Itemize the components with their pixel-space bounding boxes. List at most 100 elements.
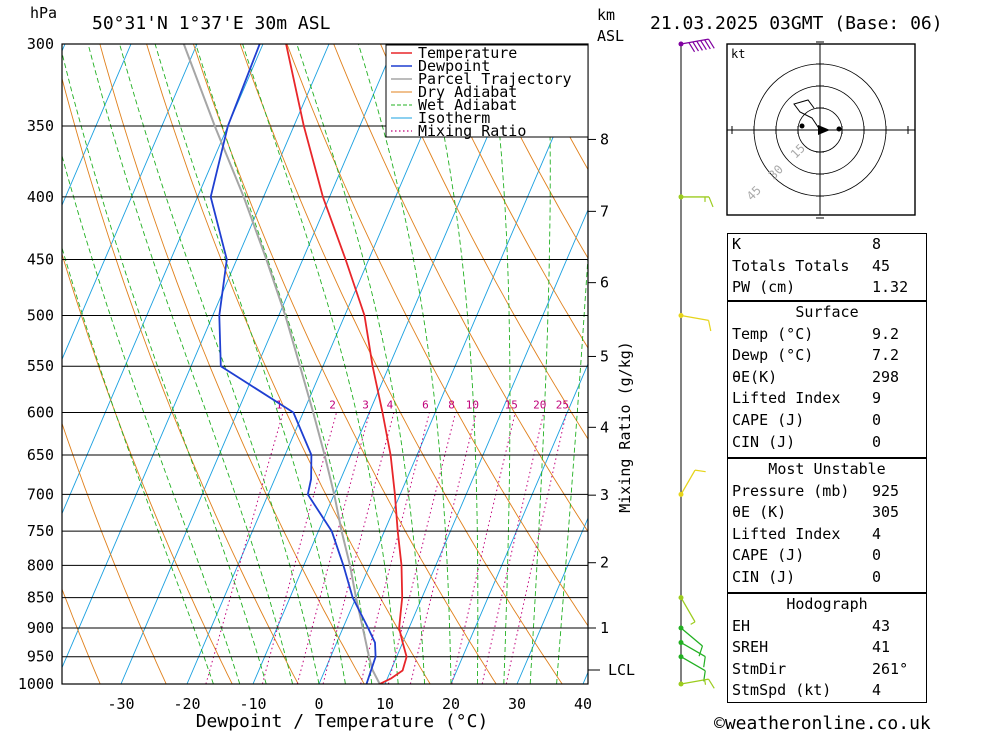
isotherm-line bbox=[62, 44, 198, 361]
wind-level-dot bbox=[678, 595, 684, 601]
isotherm-line bbox=[62, 44, 132, 207]
wind-barb-shaft bbox=[680, 469, 696, 495]
dry-adiabat-line bbox=[99, 44, 365, 684]
temperature-tick-label: 10 bbox=[376, 695, 394, 713]
x-axis-title: Dewpoint / Temperature (°C) bbox=[196, 711, 489, 732]
wind-level-dot bbox=[678, 41, 684, 47]
wind-level-dot bbox=[678, 681, 684, 687]
km-tick-marks bbox=[588, 138, 596, 629]
index-value: 1.32 bbox=[872, 278, 909, 297]
mixing-ratio-label: 6 bbox=[422, 398, 429, 411]
wind-level-dot bbox=[678, 491, 684, 497]
mu-cin-row: CIN (J) 0 bbox=[728, 567, 926, 589]
wet-adiabat-line bbox=[87, 44, 294, 684]
wind-barb-shaft bbox=[680, 597, 696, 623]
mu-li-value: 4 bbox=[872, 524, 882, 543]
mixing-ratio-line bbox=[205, 412, 284, 684]
pressure-tick-label: 750 bbox=[27, 522, 54, 540]
hodo-stmspd-value: 4 bbox=[872, 681, 882, 700]
wind-barb-shaft bbox=[680, 627, 703, 647]
pressure-tick-label: 900 bbox=[27, 619, 54, 637]
index-key: PW (cm) bbox=[732, 278, 796, 297]
mixing-ratio-line bbox=[296, 412, 371, 684]
pressure-tick-label: 300 bbox=[27, 35, 54, 53]
mixing-ratio-line bbox=[360, 412, 430, 684]
mu-cape-row: CAPE (J) 0 bbox=[728, 545, 926, 567]
wind-level-dot bbox=[678, 640, 684, 646]
wind-barb-flag bbox=[698, 645, 704, 657]
wind-profile bbox=[678, 38, 715, 689]
wind-barb-flag bbox=[704, 39, 711, 50]
wind-barb-flag bbox=[696, 40, 703, 51]
pressure-tick-label: 950 bbox=[27, 648, 54, 666]
wind-barb-flag bbox=[692, 41, 700, 52]
hodograph-point bbox=[799, 123, 805, 129]
km-tick-label: 7 bbox=[600, 202, 609, 220]
mixing-ratio-label: 3 bbox=[362, 398, 369, 411]
wind-barb-flag bbox=[700, 40, 707, 50]
dry-adiabat-line bbox=[473, 44, 588, 260]
isotherm-line bbox=[318, 54, 588, 684]
surface-temp-label: Temp (°C) bbox=[732, 324, 814, 343]
hodo-stmspd-row: StmSpd (kt) 4 bbox=[728, 680, 926, 702]
hodo-stmdir-value: 261° bbox=[872, 659, 909, 678]
wet-adiabat-line bbox=[488, 44, 511, 684]
temperature-tick-labels: -30 -20 -10 0 10 20 30 40 bbox=[107, 695, 592, 713]
temperature-tick-label: -20 bbox=[173, 695, 200, 713]
km-tick-label: 4 bbox=[600, 418, 609, 436]
mixing-ratio-line bbox=[505, 412, 567, 684]
mu-cape-value: 0 bbox=[872, 546, 882, 565]
index-value: 45 bbox=[872, 256, 891, 275]
hodograph-trace bbox=[793, 99, 821, 131]
mu-li-row: Lifted Index 4 bbox=[728, 524, 926, 546]
wind-barb-shaft bbox=[680, 641, 706, 658]
hodo-sreh-row: SREH 41 bbox=[728, 637, 926, 659]
pressure-tick-label: 850 bbox=[27, 589, 54, 607]
asl-unit-label: ASL bbox=[597, 27, 624, 45]
pressure-tick-label: 400 bbox=[27, 188, 54, 206]
legend-box bbox=[385, 44, 589, 138]
mixing-ratio-label: 10 bbox=[466, 398, 479, 411]
index-row: Totals Totals 45 bbox=[728, 256, 926, 278]
wind-barb-flag bbox=[703, 656, 706, 668]
legend-label-dewpoint: Dewpoint bbox=[418, 57, 490, 75]
plot-frame bbox=[61, 43, 589, 685]
isotherm-line bbox=[62, 44, 264, 515]
temperature-line bbox=[285, 44, 408, 684]
isotherm-line bbox=[516, 517, 588, 684]
dry-adiabat-line bbox=[286, 44, 588, 627]
legend-label-parcel: Parcel Trajectory bbox=[418, 70, 572, 88]
pressure-tick-label: 800 bbox=[27, 556, 54, 574]
temperature-tick-label: -10 bbox=[239, 695, 266, 713]
wind-level-dot bbox=[678, 313, 684, 319]
location-title: 50°31'N 1°37'E 30m ASL bbox=[92, 13, 331, 34]
pressure-tick-label: 700 bbox=[27, 485, 54, 503]
mu-cin-value: 0 bbox=[872, 567, 882, 586]
storm-motion-arrow bbox=[818, 125, 830, 135]
pressure-tick-label: 550 bbox=[27, 357, 54, 375]
mixing-ratio-line bbox=[261, 412, 337, 684]
wind-barb-shaft bbox=[680, 678, 709, 685]
wind-level-dot bbox=[678, 654, 684, 660]
wet-adiabat-line bbox=[296, 44, 426, 684]
mixing-ratio-label: 2 bbox=[329, 398, 336, 411]
mixing-ratio-label: 15 bbox=[505, 398, 518, 411]
hodo-sreh-label: SREH bbox=[732, 638, 769, 657]
hodograph-unit-label: kt bbox=[731, 47, 745, 61]
dry-adiabat-line bbox=[62, 422, 167, 684]
mu-pressure-row: Pressure (mb) 925 bbox=[728, 481, 926, 503]
lcl-label: LCL bbox=[608, 661, 635, 679]
isotherm-line bbox=[62, 44, 330, 669]
km-tick-label: 1 bbox=[600, 619, 609, 637]
surface-dewp-label: Dewp (°C) bbox=[732, 346, 814, 365]
legend-label-temperature: Temperature bbox=[418, 44, 517, 62]
hodo-stmspd-label: StmSpd (kt) bbox=[732, 681, 832, 700]
temperature-tick-label: 20 bbox=[442, 695, 460, 713]
wind-barb-flag bbox=[708, 196, 714, 208]
mu-title: Most Unstable bbox=[768, 460, 886, 478]
surface-cin-row: CIN (J) 0 bbox=[728, 432, 926, 454]
km-unit-label: km bbox=[597, 6, 615, 24]
